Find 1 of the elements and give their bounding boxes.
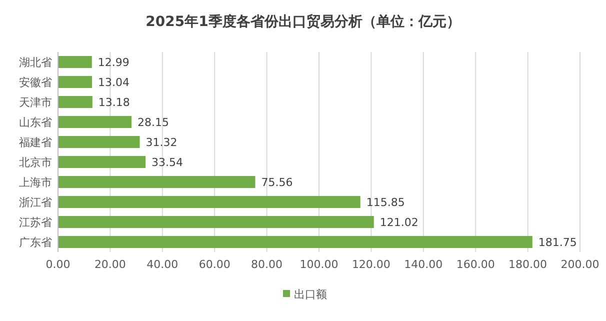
title: 2025年1季度各省份出口贸易分析（单位：亿元） [146, 14, 460, 30]
